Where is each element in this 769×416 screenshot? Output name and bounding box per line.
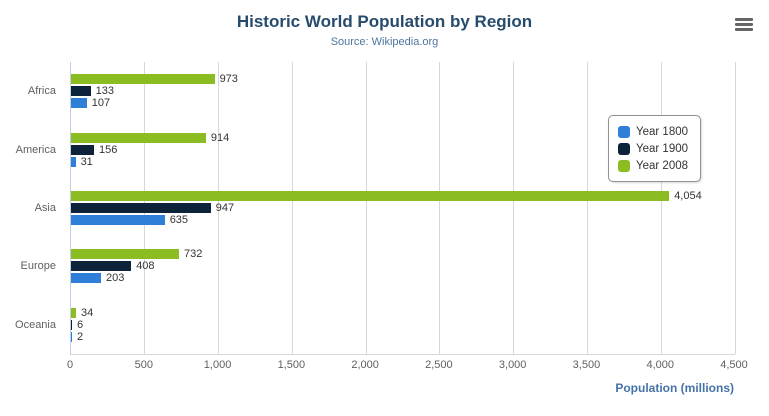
bar-africa-year-1800[interactable] [71,98,87,109]
bar-africa-year-1900[interactable] [71,86,91,97]
x-tick-label: 4,500 [720,359,748,371]
bar-oceania-year-1800[interactable] [71,331,72,342]
x-tick-label: 4,000 [646,359,674,371]
bar-data-label: 34 [81,306,94,319]
x-axis-title: Population (millions) [615,381,734,395]
bar-data-label: 4,054 [674,190,702,202]
bar-europe-year-1800[interactable] [71,273,101,284]
category-label: America [15,143,56,156]
bar-oceania-year-1900[interactable] [71,319,72,330]
gridline [439,62,441,354]
bar-data-label: 732 [184,248,203,261]
bar-asia-year-1900[interactable] [71,203,211,213]
bar-asia-year-1800[interactable] [71,215,165,225]
bar-oceania-year-2008[interactable] [71,307,77,318]
legend-swatch-icon [618,159,630,172]
bar-data-label: 408 [136,260,155,273]
plot-area: 973 133 107 914 156 31 4,054 947 635 732 408 203 34 6… [70,62,736,355]
gridline [660,62,662,354]
bar-asia-year-2008[interactable] [71,191,670,201]
legend-item-year-2008[interactable]: Year 2008 [618,157,688,174]
x-tick-label: 3,500 [572,359,601,371]
bar-data-label: 947 [215,202,235,214]
x-tick-label: 500 [134,359,153,371]
legend-label: Year 2008 [636,159,689,172]
legend-swatch-icon [618,142,630,155]
legend-label: Year 1900 [636,142,689,155]
bar-data-label: 6 [77,318,84,331]
bar-america-year-1800[interactable] [71,156,76,167]
bar-data-label: 156 [99,143,118,156]
bar-america-year-1900[interactable] [71,144,95,155]
legend-label: Year 1800 [636,125,689,138]
chart-subtitle: Source: Wikipedia.org [330,36,439,48]
x-tick-label: 2,000 [351,359,379,371]
x-tick-label: 0 [66,359,74,371]
category-label: Asia [34,202,56,214]
bar-data-label: 133 [95,85,114,98]
x-tick-label: 2,500 [425,359,453,371]
bar-data-label: 635 [169,214,189,226]
chart-context-menu-button[interactable] [733,16,755,32]
bar-data-label: 203 [105,272,125,285]
category-label: Africa [27,85,56,98]
legend-swatch-icon [618,125,630,138]
bar-data-label: 914 [210,131,230,144]
hamburger-menu-icon [735,23,753,26]
category-axis-labels: Africa America Asia Europe Oceania [0,62,64,354]
bar-america-year-2008[interactable] [71,132,206,143]
gridline [291,62,293,354]
legend: Year 1800 Year 1900 Year 2008 [608,115,702,182]
hamburger-menu-icon [735,28,753,31]
x-tick-label: 1,500 [277,359,306,371]
bar-data-label: 31 [80,155,93,168]
category-label: Oceania [15,318,56,331]
bar-africa-year-2008[interactable] [71,74,215,85]
legend-item-year-1900[interactable]: Year 1900 [618,140,688,157]
value-axis-tick-labels: 0 500 1,000 1,500 2,000 2,500 3,000 3,500 4,000 4… [67,359,748,373]
gridline [734,62,736,354]
bar-data-label: 2 [77,330,84,343]
gridline [365,62,367,354]
chart-title: Historic World Population by Region [236,12,533,31]
x-tick-label: 1,000 [203,359,232,371]
category-label: Europe [20,260,56,273]
legend-item-year-1800[interactable]: Year 1800 [618,123,688,140]
x-tick-label: 3,000 [498,359,527,371]
bar-data-label: 107 [91,97,111,110]
gridline [218,62,220,354]
bar-europe-year-2008[interactable] [71,249,179,260]
gridline [586,62,588,354]
hamburger-menu-icon [735,18,753,21]
gridline [513,62,515,354]
bar-data-label: 973 [219,73,238,86]
bar-europe-year-1900[interactable] [71,261,132,272]
